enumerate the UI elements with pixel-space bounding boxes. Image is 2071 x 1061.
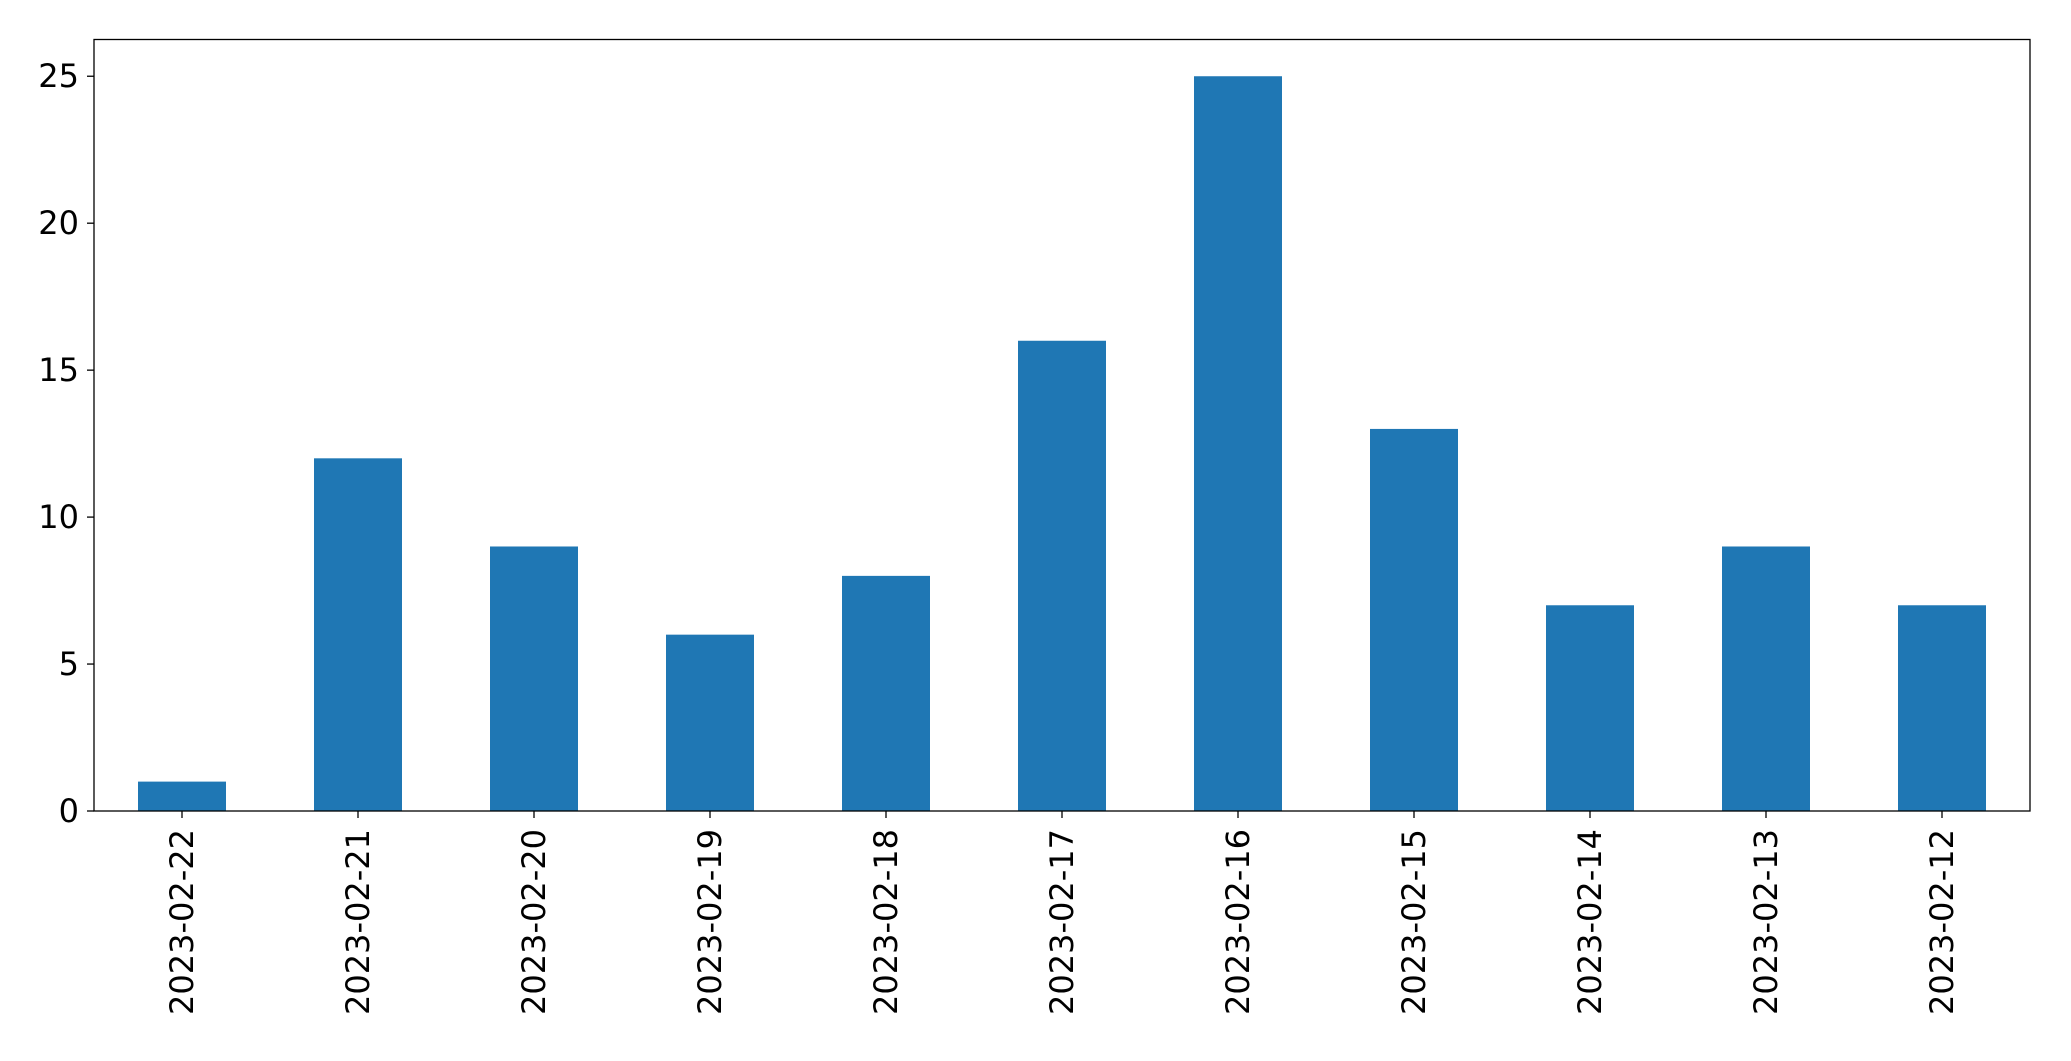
y-tick-label: 0 [59, 792, 79, 830]
bar-2023-02-15 [1370, 428, 1458, 811]
bar-2023-02-14 [1546, 605, 1634, 811]
bar-2023-02-20 [490, 546, 578, 811]
y-tick-label: 20 [38, 204, 79, 242]
x-tick-label: 2023-02-12 [1923, 829, 1961, 1015]
bar-2023-02-21 [314, 458, 402, 811]
bar-2023-02-17 [1018, 340, 1106, 811]
bar-2023-02-16 [1194, 76, 1282, 811]
bar-2023-02-22 [138, 781, 226, 811]
x-tick-label: 2023-02-20 [515, 829, 553, 1015]
x-axis: 2023-02-22 2023-02-21 2023-02-20 2023-02-19… [163, 811, 1961, 1015]
x-tick-label: 2023-02-17 [1043, 829, 1081, 1015]
bars [138, 76, 1986, 811]
x-tick-label: 2023-02-14 [1571, 829, 1609, 1015]
x-tick-label: 2023-02-18 [867, 829, 905, 1015]
y-tick-label: 10 [38, 498, 79, 536]
bar-2023-02-18 [842, 575, 930, 811]
y-tick-label: 15 [38, 351, 79, 389]
x-tick-label: 2023-02-21 [339, 829, 377, 1015]
bar-2023-02-19 [666, 634, 754, 811]
bar-2023-02-12 [1898, 605, 1986, 811]
x-tick-label: 2023-02-22 [163, 829, 201, 1015]
x-tick-label: 2023-02-15 [1395, 829, 1433, 1015]
y-tick-label: 5 [59, 645, 79, 683]
y-tick-label: 25 [38, 57, 79, 95]
y-axis: 0 5 10 15 20 25 [38, 57, 94, 830]
x-tick-label: 2023-02-16 [1219, 829, 1257, 1015]
x-tick-label: 2023-02-19 [691, 829, 729, 1015]
x-tick-label: 2023-02-13 [1747, 829, 1785, 1015]
bar-2023-02-13 [1722, 546, 1810, 811]
plot-frame [93, 38, 2031, 812]
